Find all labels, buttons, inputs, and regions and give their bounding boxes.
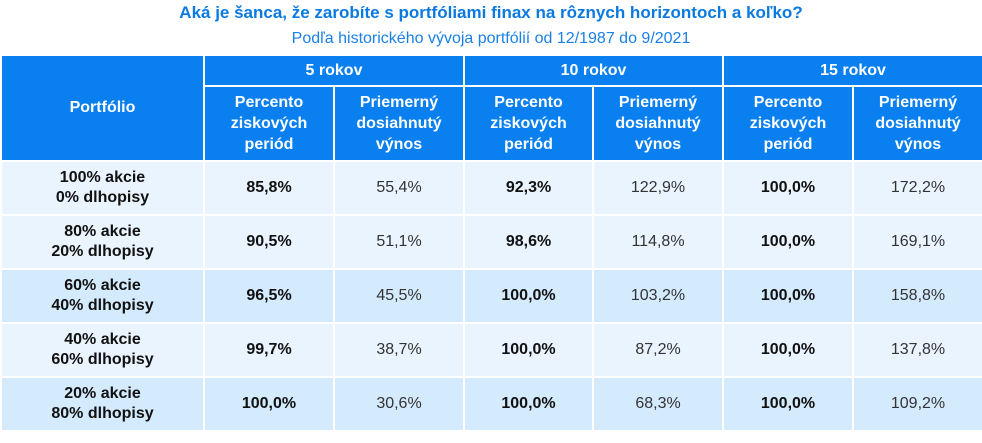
header-line: výnos	[634, 136, 682, 153]
avg-cell: 45,5%	[332, 268, 466, 324]
avg-cell: 114,8%	[592, 214, 725, 270]
avg-cell: 68,3%	[592, 376, 725, 432]
page-title: Aká je šanca, že zarobíte s portfóliami …	[179, 3, 803, 22]
table-row: 100% akcie 0% dlhopisy 85,8% 55,4% 92,3% …	[0, 160, 982, 216]
portfolio-stocks: 80% akcie	[64, 223, 141, 240]
percent-cell: 98,6%	[463, 214, 595, 270]
percent-cell: 90,5%	[203, 214, 335, 270]
portfolio-stocks: 60% akcie	[64, 277, 141, 294]
avg-cell: 30,6%	[332, 376, 466, 432]
avg-cell: 55,4%	[332, 160, 466, 216]
portfolio-bonds: 20% dlhopisy	[51, 243, 154, 260]
table-row: 60% akcie 40% dlhopisy 96,5% 45,5% 100,0%…	[0, 268, 982, 324]
header-line: Priemerný	[878, 94, 958, 111]
header-line: výnos	[894, 136, 942, 153]
portfolio-bonds: 0% dlhopisy	[55, 189, 150, 206]
avg-cell: 87,2%	[592, 322, 725, 378]
percent-cell: 100,0%	[722, 376, 855, 432]
header-line: periód	[244, 136, 294, 153]
avg-header: Priemerný dosiahnutý výnos	[332, 85, 466, 162]
header-line: dosiahnutý	[615, 115, 701, 132]
results-table: Portfólio 5 rokov 10 rokov 15 rokov Perc…	[0, 54, 982, 432]
percent-cell: 100,0%	[722, 322, 855, 378]
header-line: periód	[763, 136, 813, 153]
portfolio-cell: 20% akcie 80% dlhopisy	[0, 376, 205, 432]
header-line: Priemerný	[618, 94, 698, 111]
percent-cell: 100,0%	[463, 376, 595, 432]
percent-cell: 96,5%	[203, 268, 335, 324]
avg-cell: 137,8%	[852, 322, 982, 378]
portfolio-bonds: 60% dlhopisy	[51, 351, 154, 368]
percent-cell: 100,0%	[722, 214, 855, 270]
header-line: Percento	[753, 94, 823, 111]
percent-cell: 85,8%	[203, 160, 335, 216]
header-line: ziskových	[490, 115, 567, 132]
avg-cell: 158,8%	[852, 268, 982, 324]
portfolio-stocks: 100% akcie	[59, 169, 146, 186]
avg-cell: 172,2%	[852, 160, 982, 216]
table-row: 80% akcie 20% dlhopisy 90,5% 51,1% 98,6% …	[0, 214, 982, 270]
percent-header: Percento ziskových periód	[463, 85, 595, 162]
header-line: dosiahnutý	[875, 115, 961, 132]
header-line: ziskových	[230, 115, 308, 132]
portfolio-cell: 80% akcie 20% dlhopisy	[0, 214, 205, 270]
group-header-10: 10 rokov	[463, 54, 725, 87]
page-subtitle: Podľa historického vývoja portfólií od 1…	[291, 30, 691, 47]
header-line: Percento	[234, 94, 304, 111]
avg-cell: 38,7%	[332, 322, 466, 378]
percent-cell: 100,0%	[722, 160, 855, 216]
portfolio-cell: 40% akcie 60% dlhopisy	[0, 322, 205, 378]
table-row: 40% akcie 60% dlhopisy 99,7% 38,7% 100,0%…	[0, 322, 982, 378]
portfolio-cell: 100% akcie 0% dlhopisy	[0, 160, 205, 216]
group-header-15: 15 rokov	[722, 54, 982, 87]
portfolio-stocks: 40% akcie	[64, 331, 141, 348]
header-line: periód	[504, 136, 553, 153]
percent-cell: 100,0%	[463, 268, 595, 324]
avg-cell: 169,1%	[852, 214, 982, 270]
percent-header: Percento ziskových periód	[203, 85, 335, 162]
percent-cell: 99,7%	[203, 322, 335, 378]
header-line: dosiahnutý	[356, 115, 442, 132]
percent-cell: 100,0%	[203, 376, 335, 432]
percent-cell: 92,3%	[463, 160, 595, 216]
percent-cell: 100,0%	[463, 322, 595, 378]
header-line: Priemerný	[359, 94, 439, 111]
group-header-5: 5 rokov	[202, 54, 466, 87]
portfolio-bonds: 80% dlhopisy	[51, 405, 154, 422]
portfolio-header: Portfólio	[0, 54, 205, 162]
table-row: 20% akcie 80% dlhopisy 100,0% 30,6% 100,0…	[0, 376, 982, 432]
percent-header: Percento ziskových periód	[722, 85, 855, 162]
avg-cell: 122,9%	[592, 160, 725, 216]
portfolio-bonds: 40% dlhopisy	[51, 297, 154, 314]
portfolio-cell: 60% akcie 40% dlhopisy	[0, 268, 205, 324]
header-line: Percento	[494, 94, 563, 111]
avg-header: Priemerný dosiahnutý výnos	[592, 85, 725, 162]
avg-cell: 51,1%	[332, 214, 466, 270]
avg-cell: 109,2%	[852, 376, 982, 432]
header-line: výnos	[375, 136, 423, 153]
avg-header: Priemerný dosiahnutý výnos	[852, 85, 982, 162]
percent-cell: 100,0%	[722, 268, 855, 324]
header-line: ziskových	[749, 115, 827, 132]
avg-cell: 103,2%	[592, 268, 725, 324]
portfolio-stocks: 20% akcie	[64, 385, 141, 402]
